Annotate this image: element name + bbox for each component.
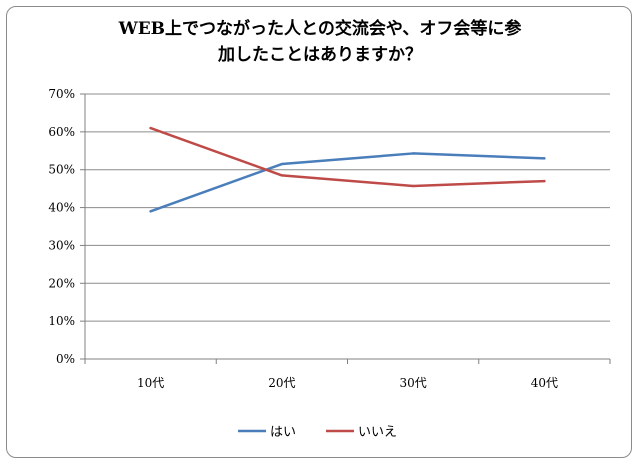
data-point: [543, 157, 546, 160]
y-tick-label: 0%: [56, 352, 75, 366]
legend-label-1: はい: [270, 425, 296, 440]
data-point: [149, 210, 152, 213]
chart-title: WEB上でつながった人との交流会や、オフ会等に参 加したことはありますか？: [0, 16, 640, 68]
y-tick-label: 60%: [48, 125, 75, 139]
x-tick-label: 20代: [268, 376, 295, 390]
data-point: [280, 162, 284, 166]
legend-label-2: いいえ: [358, 425, 397, 440]
data-point: [411, 184, 415, 188]
data-point: [543, 179, 546, 183]
data-point: [280, 174, 284, 177]
chart-frame: [6, 6, 632, 458]
data-point: [149, 126, 152, 130]
y-tick-label: 10%: [48, 314, 75, 328]
x-tick-label: 10代: [137, 376, 164, 390]
y-tick-label: 50%: [48, 163, 75, 177]
x-tick-label: 40代: [531, 376, 558, 390]
series-line-1: [149, 152, 546, 213]
y-tick-label: 20%: [48, 276, 75, 290]
chart-title-line-1: WEB上でつながった人との交流会や、オフ会等に参: [118, 19, 522, 39]
x-tick-label: 30代: [399, 376, 426, 390]
y-tick-label: 30%: [48, 238, 75, 252]
y-tick-label: 40%: [48, 201, 75, 215]
data-point: [411, 152, 415, 155]
y-tick-label: 70%: [48, 87, 75, 101]
series-line-2: [149, 126, 546, 188]
chart-title-line-2: 加したことはありますか？: [218, 45, 422, 65]
